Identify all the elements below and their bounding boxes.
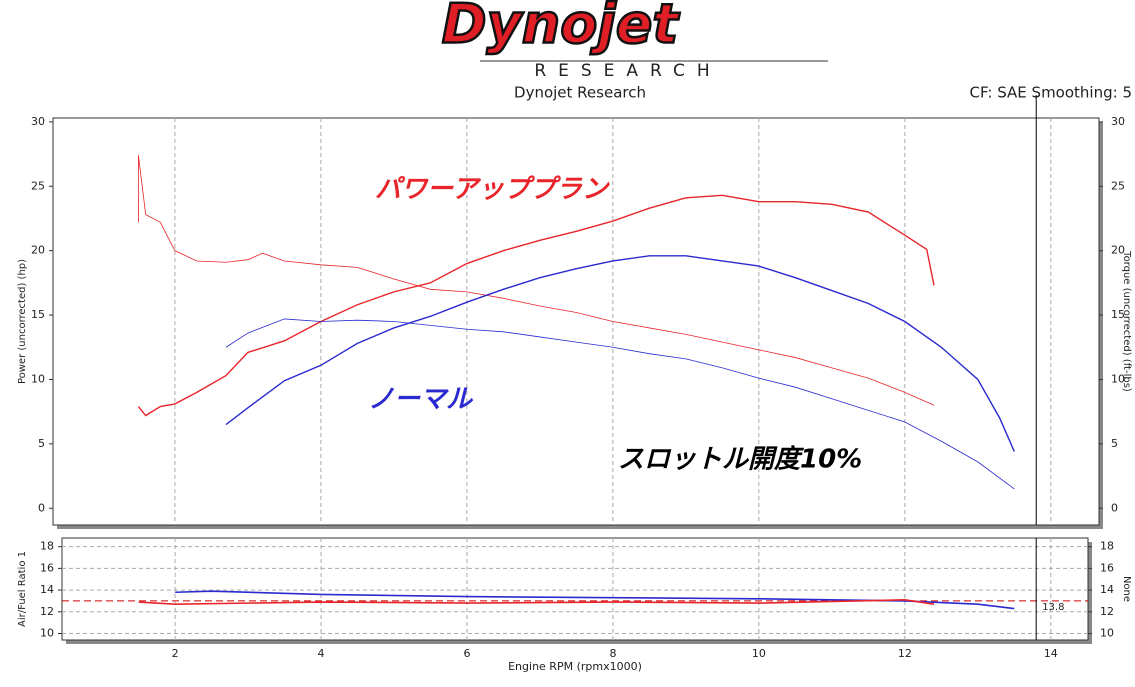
y-tick-label: 12 <box>40 605 54 618</box>
y2-tick-label: 12 <box>1100 605 1114 618</box>
y2-tick-label: 16 <box>1100 561 1114 574</box>
y-tick-label: 25 <box>31 179 45 192</box>
y2-axis-label: None <box>1121 576 1132 602</box>
settings: CF: SAE Smoothing: 5 <box>969 84 1132 102</box>
y2-tick-label: 10 <box>1100 626 1114 639</box>
y-tick-label: 10 <box>40 626 54 639</box>
y2-tick-label: 5 <box>1111 437 1118 450</box>
y2-tick-label: 30 <box>1111 115 1125 128</box>
y2-axis-label: Torque (uncorrected) (ft-lbs) <box>1121 250 1132 392</box>
power-line <box>225 255 1015 452</box>
y-tick-label: 10 <box>31 372 45 385</box>
afr-line <box>175 590 1015 610</box>
torque-line <box>225 318 1015 490</box>
y-tick-label: 30 <box>31 115 45 128</box>
y2-tick-label: 10 <box>1111 372 1125 385</box>
y2-tick-label: 14 <box>1100 583 1114 596</box>
y2-tick-label: 0 <box>1111 501 1118 514</box>
logo: Dynojet <box>442 0 681 56</box>
annotation: スロットル開度10% <box>618 445 862 475</box>
x-tick-label: 2 <box>172 647 179 660</box>
cursor-label: 13.8 <box>1042 602 1064 613</box>
y-tick-label: 15 <box>31 308 45 321</box>
x-tick-label: 10 <box>752 647 766 660</box>
x-tick-label: 12 <box>898 647 912 660</box>
title: Dynojet Research <box>514 84 646 102</box>
y2-tick-label: 20 <box>1111 244 1125 257</box>
y-tick-label: 5 <box>38 437 45 450</box>
series-annotation: パワーアッププラン <box>375 175 610 205</box>
x-tick-label: 8 <box>609 647 616 660</box>
y-tick-label: 0 <box>38 501 45 514</box>
y2-tick-label: 25 <box>1111 179 1125 192</box>
power-line <box>137 194 935 417</box>
x-tick-label: 4 <box>318 647 325 660</box>
y-tick-label: 20 <box>31 244 45 257</box>
x-axis-label: Engine RPM (rpmx1000) <box>508 660 642 673</box>
y-tick-label: 16 <box>40 561 54 574</box>
series-annotation: ノーマル <box>368 385 474 415</box>
y-axis-label: Air/Fuel Ratio 1 <box>17 551 28 627</box>
x-tick-label: 14 <box>1044 647 1058 660</box>
afr-line <box>138 599 935 605</box>
x-tick-label: 6 <box>464 647 471 660</box>
y-tick-label: 14 <box>40 583 54 596</box>
logo-sub: RESEARCH <box>534 61 721 81</box>
y-axis-label: Power (uncorrected) (hp) <box>17 259 28 384</box>
torque-line <box>138 155 935 406</box>
plot-area <box>52 117 1100 526</box>
y-tick-label: 18 <box>40 540 54 553</box>
y2-tick-label: 18 <box>1100 540 1114 553</box>
y2-tick-label: 15 <box>1111 308 1125 321</box>
plot-area <box>61 537 1089 641</box>
